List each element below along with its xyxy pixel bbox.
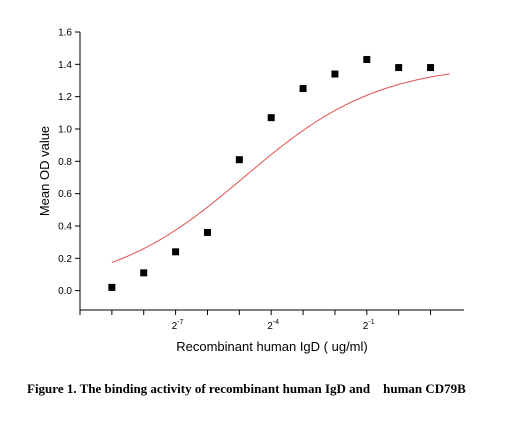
y-tick-label: 0.4 <box>58 221 72 232</box>
y-axis-ticks: 0.0 0.2 0.4 0.6 0.8 1.0 1.2 1.4 1.6 <box>58 28 80 297</box>
data-point <box>395 64 403 72</box>
data-point <box>203 228 211 236</box>
y-tick-label: 0.0 <box>58 286 72 297</box>
y-tick-label: 1.6 <box>58 28 72 39</box>
y-tick-label: 0.6 <box>58 189 72 200</box>
data-point <box>172 248 180 256</box>
data-point <box>331 70 339 78</box>
fit-curve <box>111 73 450 263</box>
x-tick-label: 2-1 <box>363 319 375 332</box>
y-tick-label: 0.2 <box>58 254 72 265</box>
data-point <box>140 269 148 277</box>
y-tick-label: 1.4 <box>58 60 72 71</box>
y-tick-label: 0.8 <box>58 157 72 168</box>
data-point <box>267 114 275 122</box>
data-point <box>235 156 243 164</box>
plot-area: 0.0 0.2 0.4 0.6 0.8 1.0 1.2 1.4 1.6 2-7 2-4 2-1 <box>58 28 464 332</box>
x-tick-label: 2-4 <box>267 319 279 332</box>
x-axis-label: Recombinant human IgD ( ug/ml) <box>176 339 367 354</box>
figure-caption: Figure 1. The binding activity of recomb… <box>27 381 466 396</box>
data-point <box>363 55 371 63</box>
y-axis-label: Mean OD value <box>37 126 52 216</box>
data-point <box>108 283 116 291</box>
data-point <box>299 85 307 93</box>
x-axis-ticks: 2-7 2-4 2-1 <box>79 310 432 332</box>
y-tick-label: 1.2 <box>58 92 72 103</box>
y-tick-label: 1.0 <box>58 124 72 135</box>
data-points <box>108 55 435 291</box>
x-tick-label: 2-7 <box>172 319 184 332</box>
data-point <box>427 64 435 72</box>
